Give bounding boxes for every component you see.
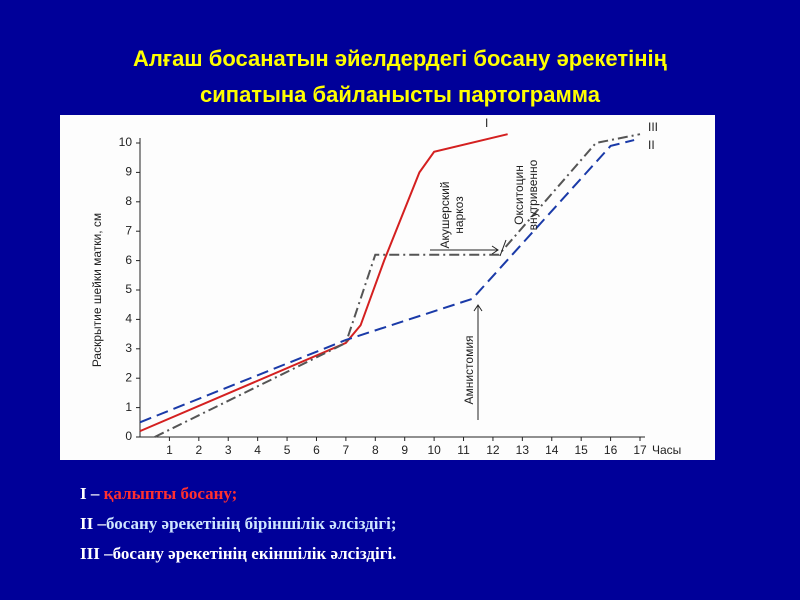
series-line [139, 133, 508, 433]
y-tick-label: 0 [125, 429, 132, 443]
y-tick-label: 1 [125, 400, 132, 414]
y-tick-label: 2 [125, 370, 132, 384]
series-line [139, 139, 635, 424]
legend-text: босану әрекетінің екіншілік әлсіздігі. [113, 544, 397, 563]
series-label: I [485, 116, 488, 130]
annotation: внутривенно [526, 159, 540, 230]
annotation: Амнистомия [462, 335, 476, 404]
chart-panel [60, 115, 715, 460]
y-tick-label: 6 [125, 253, 132, 267]
legend-line: I – қалыпты босану; [80, 484, 237, 503]
y-tick-label: 3 [125, 341, 132, 355]
annotation: Окситоцин [512, 165, 526, 225]
y-tick-label: 5 [125, 282, 132, 296]
annotation: Акушерский [438, 181, 452, 248]
x-tick-label: 8 [372, 443, 379, 457]
x-tick-label: 10 [427, 443, 441, 457]
x-tick-label: 2 [195, 443, 202, 457]
x-tick-label: 1 [166, 443, 173, 457]
title-line: сипатына байланысты партограмма [200, 82, 601, 107]
x-tick-label: 16 [604, 443, 618, 457]
x-tick-label: 14 [545, 443, 559, 457]
legend-line: II –босану әрекетінің біріншілік әлсізді… [80, 514, 397, 533]
legend-text: босану әрекетінің біріншілік әлсіздігі; [106, 514, 397, 533]
y-tick-label: 4 [125, 312, 132, 326]
y-tick-label: 7 [125, 223, 132, 237]
legend-line: III –босану әрекетінің екіншілік әлсізді… [80, 544, 396, 563]
x-tick-label: 17 [633, 443, 647, 457]
x-tick-label: 13 [516, 443, 530, 457]
x-tick-label: 6 [313, 443, 320, 457]
x-tick-label: 11 [457, 443, 470, 457]
y-tick-label: 8 [125, 194, 132, 208]
legend-numeral: II – [80, 514, 106, 533]
series-label: III [648, 120, 658, 134]
series-label: II [648, 138, 655, 152]
y-axis-label: Раскрытие шейки матки, см [90, 213, 104, 367]
x-tick-label: 12 [486, 443, 500, 457]
y-tick-label: 10 [119, 135, 133, 149]
x-tick-label: 4 [254, 443, 261, 457]
x-tick-label: 15 [574, 443, 588, 457]
legend-numeral: III – [80, 544, 113, 563]
annotation: наркоз [452, 196, 466, 234]
x-tick-label: 3 [225, 443, 232, 457]
legend-numeral: I – [80, 484, 100, 503]
arrows [430, 239, 507, 420]
y-tick-label: 9 [125, 165, 132, 179]
x-tick-label: 9 [401, 443, 408, 457]
x-axis-label: Часы [652, 443, 681, 457]
series-line [154, 133, 641, 438]
title-line: Алғаш босанатын әйелдердегі босану әреке… [133, 46, 668, 71]
x-tick-label: 5 [284, 443, 291, 457]
legend-text: қалыпты босану; [104, 484, 238, 503]
x-tick-label: 7 [343, 443, 350, 457]
